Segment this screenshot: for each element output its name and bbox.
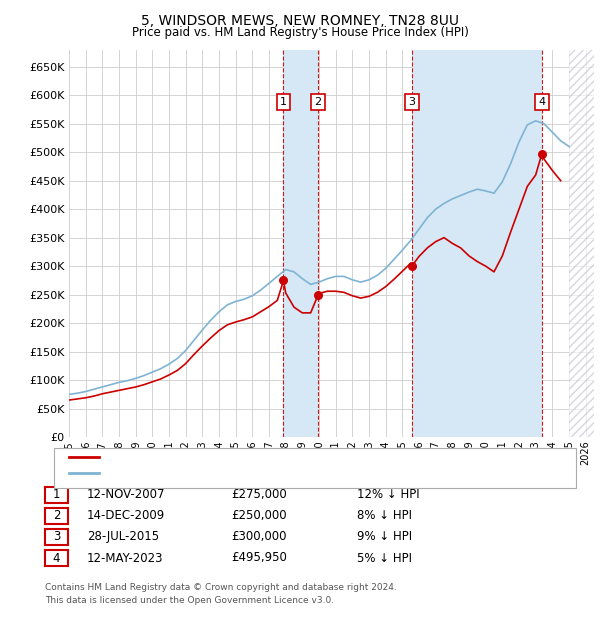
Text: £495,950: £495,950 xyxy=(231,552,287,564)
Point xyxy=(537,149,547,159)
Text: Contains HM Land Registry data © Crown copyright and database right 2024.: Contains HM Land Registry data © Crown c… xyxy=(45,583,397,592)
Text: 28-JUL-2015: 28-JUL-2015 xyxy=(87,531,159,543)
Text: 4: 4 xyxy=(538,97,545,107)
Text: HPI: Average price, detached house, Folkestone and Hythe: HPI: Average price, detached house, Folk… xyxy=(105,468,426,478)
Text: 5, WINDSOR MEWS, NEW ROMNEY, TN28 8UU: 5, WINDSOR MEWS, NEW ROMNEY, TN28 8UU xyxy=(141,14,459,28)
Point xyxy=(313,290,323,299)
Text: 3: 3 xyxy=(53,531,60,543)
Text: 2: 2 xyxy=(314,97,322,107)
Bar xyxy=(569,50,594,437)
Text: This data is licensed under the Open Government Licence v3.0.: This data is licensed under the Open Gov… xyxy=(45,596,334,604)
Text: 5, WINDSOR MEWS, NEW ROMNEY, TN28 8UU (detached house): 5, WINDSOR MEWS, NEW ROMNEY, TN28 8UU (d… xyxy=(105,452,455,462)
Text: 3: 3 xyxy=(409,97,415,107)
Text: 12-MAY-2023: 12-MAY-2023 xyxy=(87,552,163,564)
Text: 14-DEC-2009: 14-DEC-2009 xyxy=(87,510,165,522)
Text: 12-NOV-2007: 12-NOV-2007 xyxy=(87,489,166,501)
Text: 2: 2 xyxy=(53,510,60,522)
Bar xyxy=(412,50,542,437)
Text: £300,000: £300,000 xyxy=(231,531,287,543)
Text: £275,000: £275,000 xyxy=(231,489,287,501)
Point xyxy=(278,275,288,285)
Point xyxy=(407,261,416,271)
Text: £250,000: £250,000 xyxy=(231,510,287,522)
Bar xyxy=(283,50,318,437)
Text: 12% ↓ HPI: 12% ↓ HPI xyxy=(357,489,419,501)
Text: 1: 1 xyxy=(280,97,287,107)
Text: 8% ↓ HPI: 8% ↓ HPI xyxy=(357,510,412,522)
Text: 5% ↓ HPI: 5% ↓ HPI xyxy=(357,552,412,564)
Text: Price paid vs. HM Land Registry's House Price Index (HPI): Price paid vs. HM Land Registry's House … xyxy=(131,26,469,39)
Text: 4: 4 xyxy=(53,552,60,564)
Text: 1: 1 xyxy=(53,489,60,501)
Text: 9% ↓ HPI: 9% ↓ HPI xyxy=(357,531,412,543)
